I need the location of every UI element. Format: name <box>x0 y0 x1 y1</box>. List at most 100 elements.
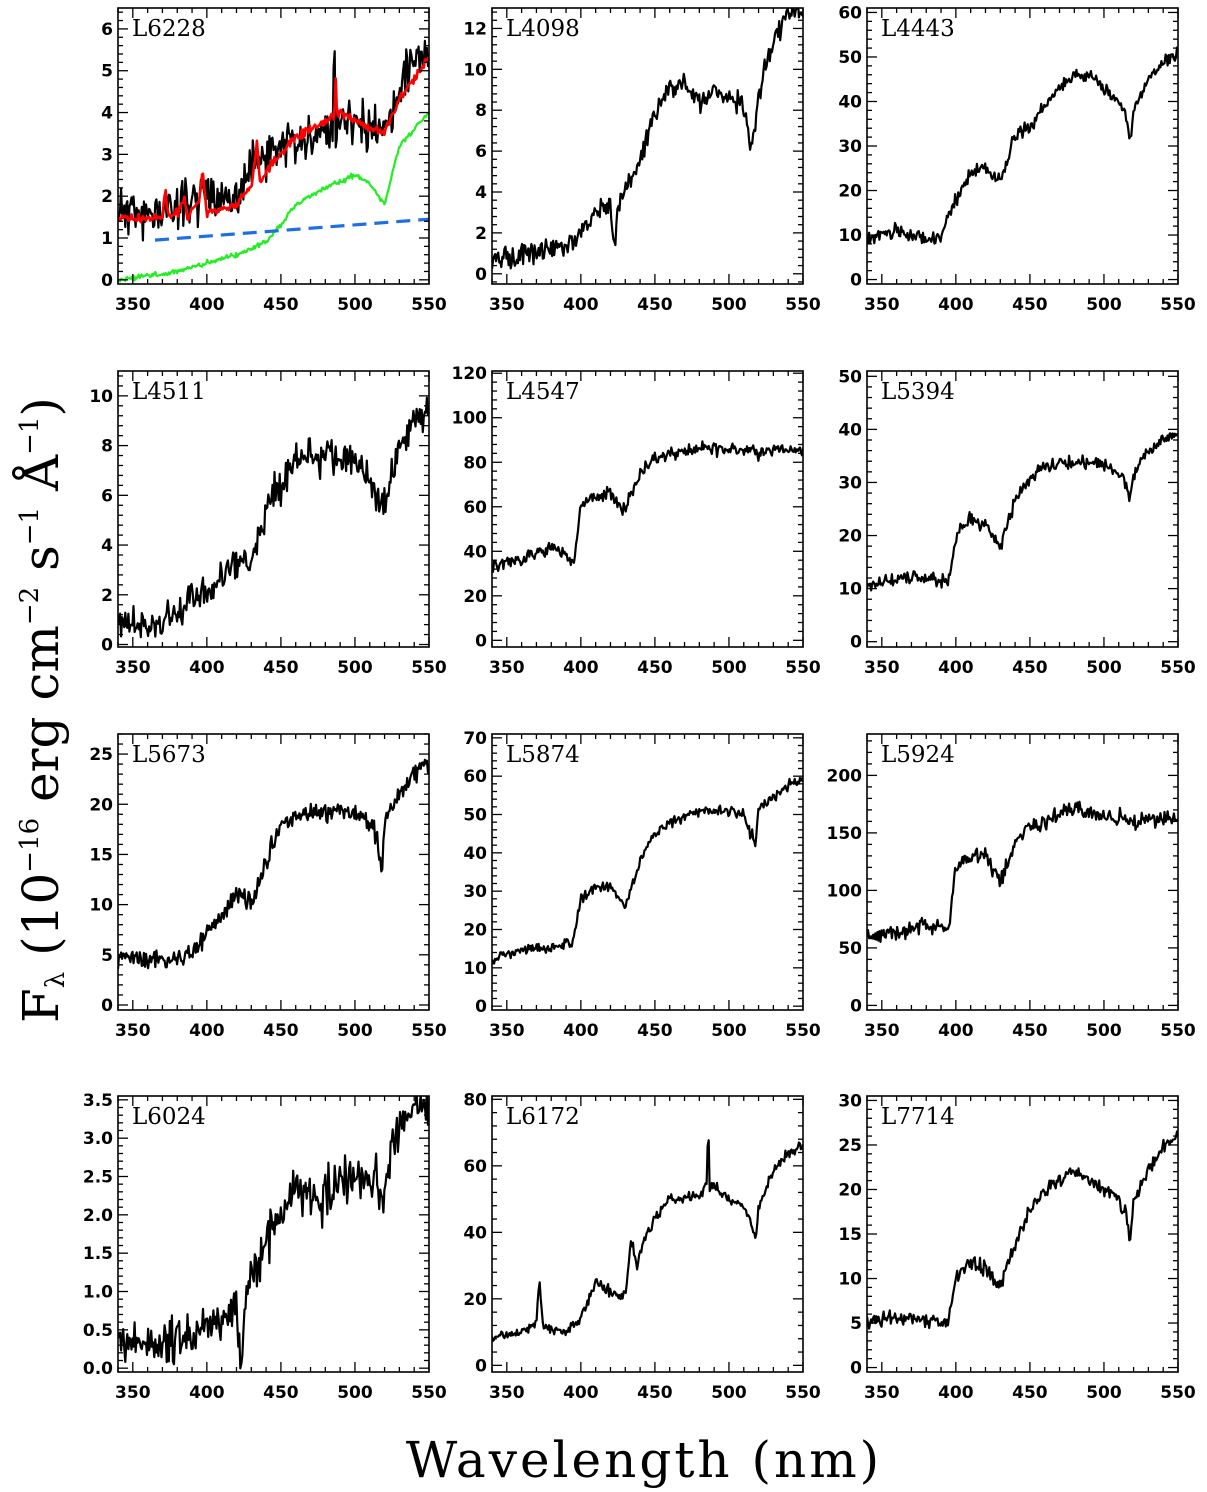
observed-spectrum-line <box>492 8 803 270</box>
panel-l5874-series <box>492 776 803 965</box>
x-tick-label: 350 <box>115 1021 151 1041</box>
panel-label: L6172 <box>506 1104 580 1130</box>
panel-l4098-series <box>492 8 803 270</box>
y-tick-label: 20 <box>838 182 862 202</box>
x-tick-label: 400 <box>189 295 225 315</box>
y-axis-title-erg-cm: erg cm <box>12 625 70 818</box>
panel-l4511-series <box>118 396 429 639</box>
observed-spectrum-line <box>867 800 1178 943</box>
panel-l4443-series <box>867 46 1178 245</box>
x-tick-label: 500 <box>711 1021 747 1041</box>
y-tick-label: 20 <box>463 587 487 607</box>
y-tick-label: 40 <box>463 542 487 562</box>
x-tick-label: 350 <box>115 658 151 678</box>
panel-l6024-series <box>118 1096 429 1370</box>
y-tick-label: 0.0 <box>83 1359 113 1379</box>
y-tick-label: 10 <box>838 580 862 600</box>
x-tick-label: 550 <box>411 295 447 315</box>
y-tick-label: 25 <box>838 1136 862 1156</box>
y-tick-label: 0 <box>475 1356 487 1376</box>
y-tick-label: 8 <box>475 101 487 121</box>
y-tick-label: 60 <box>463 1157 487 1177</box>
y-tick-label: 0 <box>850 1359 862 1379</box>
y-tick-label: 120 <box>452 364 488 384</box>
y-tick-label: 6 <box>101 486 113 506</box>
x-tick-label: 400 <box>189 658 225 678</box>
y-tick-label: 1.5 <box>83 1244 113 1264</box>
x-tick-label: 500 <box>1086 1021 1122 1041</box>
x-tick-label: 450 <box>637 1383 673 1403</box>
x-tick-label: 550 <box>1160 1021 1196 1041</box>
plot-frame <box>491 1095 804 1373</box>
observed-spectrum-line <box>867 46 1178 245</box>
x-tick-label: 400 <box>938 1021 974 1041</box>
y-axis-exp-2: −2 <box>15 587 45 625</box>
panel-l6024: 350 400 450 500 550 0.0 0.5 1.0 1.5 2.0 2.5 3.0 3.5 L… <box>83 1091 447 1403</box>
y-tick-label: 15 <box>89 845 113 865</box>
x-tick-label: 450 <box>1012 658 1048 678</box>
y-tick-label: 20 <box>838 527 862 547</box>
y-axis-title-f: F <box>12 988 70 1023</box>
x-tick-label: 450 <box>263 295 299 315</box>
y-tick-label: 10 <box>838 226 862 246</box>
x-tick-label: 450 <box>263 1383 299 1403</box>
panel-label: L4098 <box>506 16 580 42</box>
y-tick-label: 2.0 <box>83 1206 113 1226</box>
y-tick-label: 60 <box>463 767 487 787</box>
x-tick-label: 550 <box>785 1021 821 1041</box>
agn-powerlaw-line <box>154 217 429 242</box>
y-tick-label: 40 <box>838 420 862 440</box>
y-tick-label: 20 <box>89 795 113 815</box>
y-tick-label: 20 <box>838 1180 862 1200</box>
y-tick-label: 60 <box>838 3 862 23</box>
panel-label: L4547 <box>506 379 580 405</box>
x-tick-label: 400 <box>189 1021 225 1041</box>
y-tick-label: 10 <box>463 959 487 979</box>
panel-l6228: 350 400 450 500 550 0 1 2 3 4 5 6 L6228 <box>101 7 447 315</box>
y-tick-label: 50 <box>838 367 862 387</box>
panel-l4511: 350 400 450 500 550 0 2 4 6 8 10 L4511 <box>89 370 447 678</box>
plot-frame <box>117 733 430 1011</box>
y-tick-label: 1 <box>101 229 113 249</box>
x-tick-label: 500 <box>711 658 747 678</box>
y-axis-title-close: ) <box>12 397 70 417</box>
x-tick-label: 350 <box>864 1383 900 1403</box>
panel-l4098: 350 400 450 500 550 0 2 4 6 8 10 12 L4098 <box>463 7 821 315</box>
x-tick-label: 400 <box>938 1383 974 1403</box>
y-tick-label: 30 <box>838 473 862 493</box>
x-tick-label: 550 <box>785 658 821 678</box>
y-tick-label: 3.0 <box>83 1129 113 1149</box>
panel-l7714: 350 400 450 500 550 0 5 10 15 20 25 30 L7714 <box>838 1091 1196 1403</box>
y-tick-label: 0.5 <box>83 1321 113 1341</box>
observed-spectrum-line <box>492 776 803 965</box>
y-tick-label: 4 <box>101 536 113 556</box>
y-tick-label: 2 <box>101 187 113 207</box>
x-tick-label: 500 <box>1086 1383 1122 1403</box>
y-tick-label: 80 <box>463 1090 487 1110</box>
y-tick-label: 100 <box>827 881 863 901</box>
y-tick-label: 0 <box>101 271 113 291</box>
x-tick-label: 500 <box>1086 658 1122 678</box>
x-tick-label: 350 <box>489 295 525 315</box>
x-tick-label: 450 <box>1012 295 1048 315</box>
plot-frame <box>491 370 804 648</box>
panel-label: L6228 <box>132 16 206 42</box>
y-tick-label: 4 <box>101 104 113 124</box>
panel-label: L7714 <box>881 1104 955 1130</box>
observed-spectrum-line <box>867 432 1178 592</box>
panel-l5394-series <box>867 432 1178 592</box>
y-tick-label: 40 <box>463 1223 487 1243</box>
y-tick-label: 3 <box>101 145 113 165</box>
x-tick-label: 500 <box>337 1383 373 1403</box>
x-tick-label: 400 <box>563 1021 599 1041</box>
y-tick-label: 30 <box>463 882 487 902</box>
panel-l4547: 350 400 450 500 550 0 20 40 60 80 100 120 L4547 <box>452 364 821 678</box>
x-tick-label: 350 <box>864 1021 900 1041</box>
y-tick-label: 6 <box>101 20 113 40</box>
x-tick-label: 500 <box>337 658 373 678</box>
y-tick-label: 60 <box>463 498 487 518</box>
x-tick-label: 350 <box>489 658 525 678</box>
y-tick-label: 25 <box>89 745 113 765</box>
x-tick-label: 350 <box>115 295 151 315</box>
plot-frame <box>491 7 804 285</box>
